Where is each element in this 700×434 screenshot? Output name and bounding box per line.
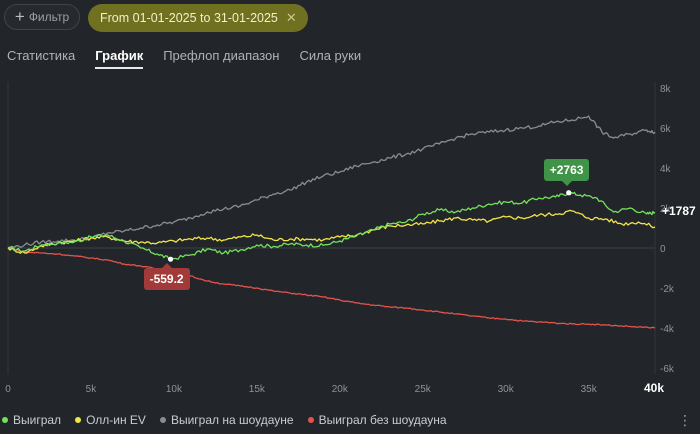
tab-bar: Статистика График Префлоп диапазон Сила … bbox=[7, 48, 381, 69]
series-line bbox=[7, 191, 656, 260]
x-tick-label: 10k bbox=[166, 384, 183, 395]
y-tick-label: 8k bbox=[660, 84, 672, 95]
series-line bbox=[7, 209, 656, 254]
y-tick-label: -2k bbox=[660, 284, 675, 295]
series-line bbox=[7, 247, 656, 329]
tab-statistics[interactable]: Статистика bbox=[7, 48, 76, 63]
max-callout: +2763 bbox=[543, 158, 590, 181]
chart-legend: Выиграл Олл-ин EV Выиграл на шоудауне Вы… bbox=[2, 413, 461, 427]
y-tick-label: 6k bbox=[660, 124, 672, 135]
legend-item-showdown[interactable]: Выиграл на шоудауне bbox=[159, 413, 294, 427]
legend-label: Выиграл bbox=[13, 413, 62, 427]
x-tick-label: 25k bbox=[415, 384, 432, 395]
results-chart: 8k 6k 4k 2k 0 -2k -4k -6k 0 5k 10k 15k 20k 25k 30k 35k 4… bbox=[0, 76, 700, 406]
end-value-label: +1787 bbox=[662, 204, 696, 219]
more-vertical-icon[interactable]: ⋮ bbox=[678, 412, 692, 428]
y-tick-label: -6k bbox=[660, 364, 675, 375]
y-tick-label: 0 bbox=[660, 244, 666, 255]
x-tick-label: 5k bbox=[86, 384, 98, 395]
legend-item-allin-ev[interactable]: Олл-ин EV bbox=[75, 413, 146, 427]
date-range-label: From 01-01-2025 to 31-01-2025 bbox=[100, 11, 278, 25]
tab-preflop-range[interactable]: Префлоп диапазон bbox=[163, 48, 280, 63]
tab-hand-strength[interactable]: Сила руки bbox=[299, 48, 362, 63]
filter-bar: + Фильтр From 01-01-2025 to 31-01-2025 ✕ bbox=[4, 4, 696, 32]
chart-svg: 8k 6k 4k 2k 0 -2k -4k -6k 0 5k 10k 15k 20k 25k 30k 35k 4… bbox=[5, 82, 675, 395]
legend-label: Выиграл без шоудауна bbox=[318, 413, 447, 427]
x-tick-label: 40k bbox=[644, 381, 664, 395]
x-tick-label: 15k bbox=[249, 384, 266, 395]
y-tick-label: 4k bbox=[660, 164, 672, 175]
x-tick-label: 30k bbox=[498, 384, 515, 395]
x-tick-label: 20k bbox=[332, 384, 349, 395]
legend-dot bbox=[159, 417, 166, 423]
filter-button[interactable]: + Фильтр bbox=[4, 4, 80, 30]
legend-label: Олл-ин EV bbox=[86, 413, 146, 427]
close-icon[interactable]: ✕ bbox=[285, 10, 297, 25]
filter-button-label: Фильтр bbox=[28, 10, 70, 24]
annotation-point bbox=[566, 190, 572, 196]
legend-label: Выиграл на шоудауне bbox=[170, 413, 294, 427]
x-tick-label: 35k bbox=[581, 384, 598, 395]
y-tick-label: 2k bbox=[660, 204, 672, 215]
series-line bbox=[7, 115, 656, 249]
min-callout: -559.2 bbox=[143, 268, 190, 291]
legend-item-won[interactable]: Выиграл bbox=[2, 413, 61, 427]
plus-icon: + bbox=[14, 7, 25, 26]
date-range-chip[interactable]: From 01-01-2025 to 31-01-2025 ✕ bbox=[88, 4, 308, 32]
y-tick-label: -4k bbox=[660, 324, 675, 335]
legend-dot bbox=[75, 417, 82, 423]
legend-dot bbox=[307, 417, 314, 423]
legend-item-non-showdown[interactable]: Выиграл без шоудауна bbox=[307, 413, 447, 427]
x-tick-label: 0 bbox=[5, 384, 11, 395]
tab-graph[interactable]: График bbox=[95, 48, 143, 69]
legend-dot bbox=[2, 417, 8, 423]
